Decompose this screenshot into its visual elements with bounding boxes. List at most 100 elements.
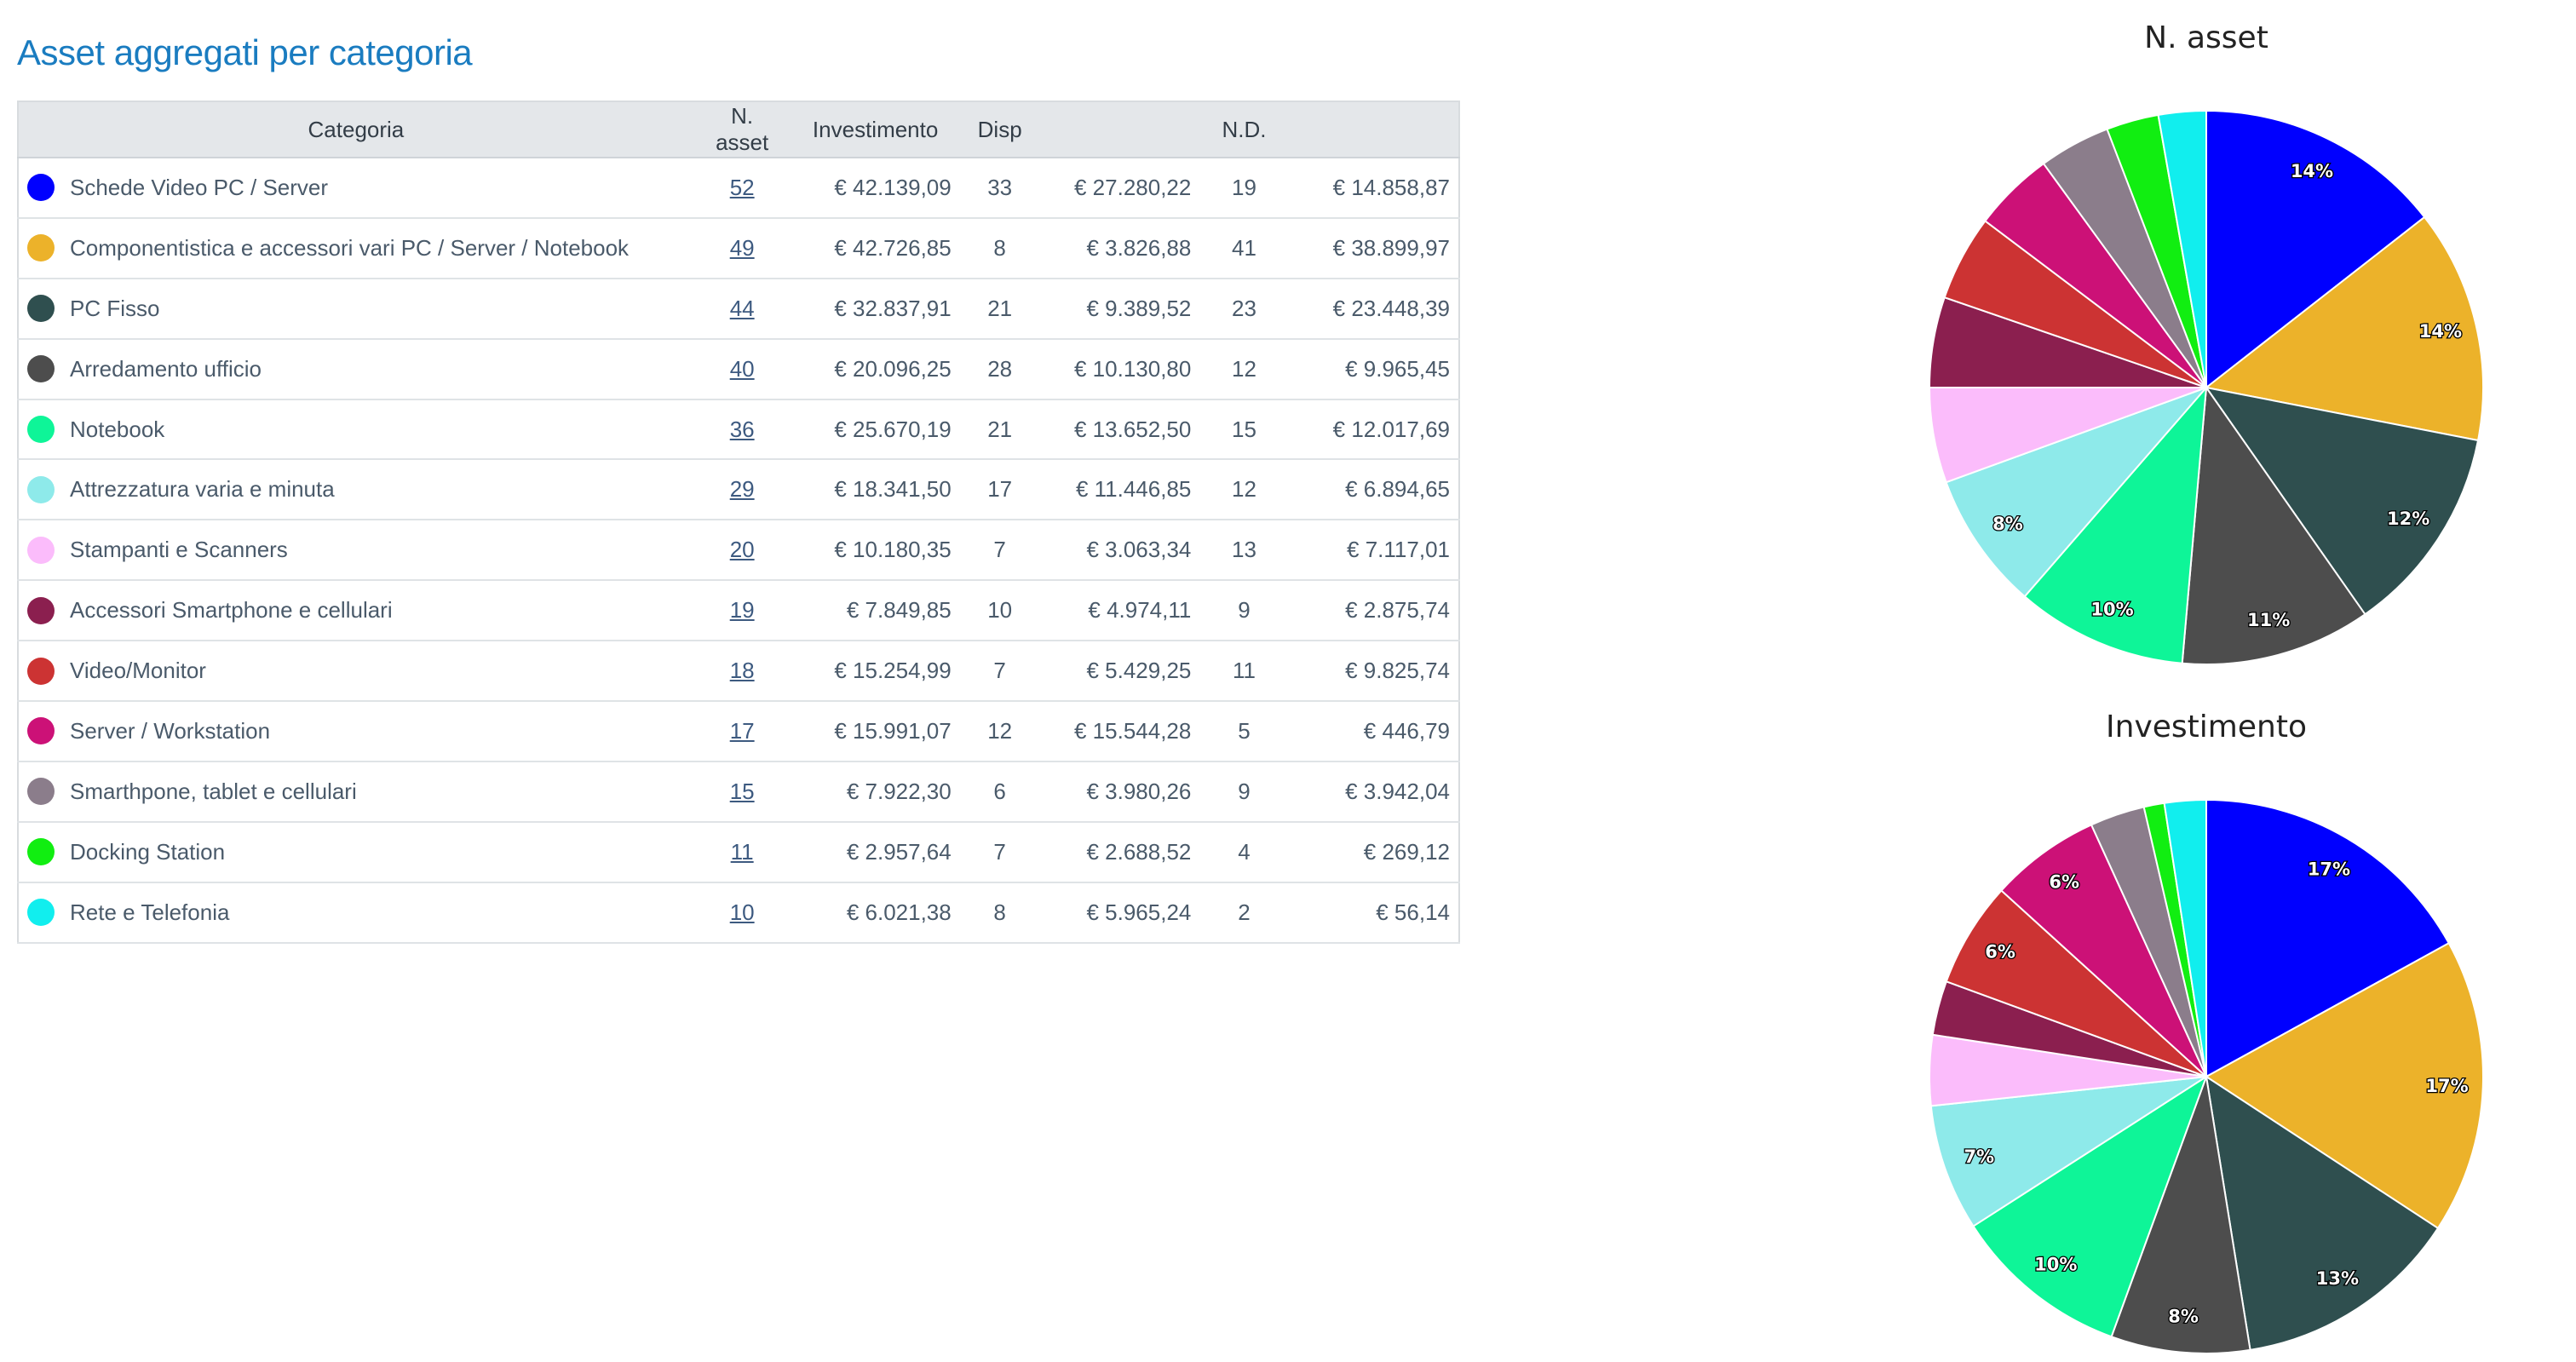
column-header-n-asset[interactable]: N. asset	[693, 101, 791, 158]
n-asset-link[interactable]: 17	[729, 717, 755, 744]
cell-nd-count: 5	[1238, 717, 1251, 744]
cell-categoria: Stampanti e Scanners	[18, 520, 693, 580]
cell-nd-value: € 9.965,45	[1345, 355, 1450, 382]
cell-nd-count: 4	[1238, 838, 1251, 865]
category-color-dot-icon	[27, 475, 55, 503]
cell-n-asset: 52	[693, 158, 791, 218]
pie-slice[interactable]	[2204, 216, 2484, 442]
column-header-categoria[interactable]: Categoria	[18, 101, 693, 158]
pie-slice-label: 10%	[2034, 1255, 2077, 1275]
pie-slice[interactable]	[1945, 889, 2207, 1078]
cell-disp-value: € 10.130,80	[1074, 355, 1192, 382]
cell-investimento: € 2.957,64	[846, 838, 952, 865]
category-color-dot-icon	[27, 536, 55, 564]
table-row: PC Fisso 44 € 32.837,91 21 € 9.389,52 23…	[18, 279, 1459, 339]
cell-n-asset: 17	[693, 701, 791, 761]
n-asset-link[interactable]: 52	[729, 174, 755, 200]
column-header-nd[interactable]: N.D.	[1199, 101, 1289, 158]
table-row: Attrezzatura varia e minuta 29 € 18.341,…	[18, 459, 1459, 520]
pie-slice[interactable]	[2163, 798, 2207, 1078]
column-header-disp[interactable]: Disp	[959, 101, 1040, 158]
n-asset-link[interactable]: 40	[729, 355, 755, 382]
category-color-dot-icon	[27, 174, 55, 202]
column-header-investimento[interactable]: Investimento	[791, 101, 960, 158]
pie-slice[interactable]	[1972, 1074, 2208, 1338]
cell-categoria: Componentistica e accessori vari PC / Se…	[18, 218, 693, 279]
cell-disp-value: € 3.980,26	[1086, 778, 1192, 804]
pie-chart-investimento: 17% 17% 13% 8% 10% 7% 6% 6%	[1929, 798, 2484, 1354]
category-label: Video/Monitor	[70, 658, 206, 684]
cell-disp-value: € 5.965,24	[1086, 899, 1192, 925]
table-row: Rete e Telefonia 10 € 6.021,38 8 € 5.965…	[18, 882, 1459, 943]
cell-n-asset: 11	[693, 822, 791, 882]
cell-disp-count: 17	[987, 476, 1013, 503]
pie-slice-label: 17%	[2308, 859, 2350, 880]
pie-slice[interactable]	[2205, 1074, 2440, 1352]
cell-investimento: € 10.180,35	[834, 537, 952, 563]
category-color-dot-icon	[27, 657, 55, 685]
pie-slice-label: 8%	[2168, 1306, 2199, 1326]
pie-slice[interactable]	[2205, 109, 2426, 390]
chart-investimento: Investimento 17% 17% 13% 8% 10% 7% 6% 6%	[1900, 710, 2513, 1362]
cell-categoria: Smarthpone, tablet e cellulari	[18, 761, 693, 822]
pie-slice[interactable]	[2157, 109, 2207, 388]
n-asset-link[interactable]: 18	[729, 658, 755, 684]
pie-slice[interactable]	[2110, 1073, 2251, 1354]
n-asset-link[interactable]: 19	[729, 597, 755, 624]
n-asset-link[interactable]: 29	[729, 476, 755, 503]
cell-nd-value: € 23.448,39	[1332, 295, 1450, 321]
category-color-dot-icon	[27, 899, 55, 927]
cell-n-asset: 44	[693, 279, 791, 339]
cell-disp-value: € 15.544,28	[1074, 717, 1192, 744]
table-row: Componentistica e accessori vari PC / Se…	[18, 218, 1459, 279]
n-asset-link[interactable]: 44	[729, 295, 755, 321]
pie-slice[interactable]	[2023, 385, 2208, 664]
pie-slice-label: 17%	[2425, 1076, 2468, 1096]
pie-slice[interactable]	[2205, 941, 2484, 1230]
pie-slice-label: 11%	[2247, 610, 2290, 630]
table-row: Notebook 36 € 25.670,19 21 € 13.652,50 1…	[18, 399, 1459, 460]
cell-disp-value: € 13.652,50	[1074, 416, 1192, 442]
cell-nd-value: € 3.942,04	[1345, 778, 1450, 804]
cell-nd-value: € 7.117,01	[1347, 537, 1450, 563]
cell-disp-count: 7	[993, 537, 1006, 563]
cell-nd-value: € 38.899,97	[1332, 234, 1450, 261]
cell-categoria: Attrezzatura varia e minuta	[18, 459, 693, 520]
n-asset-link[interactable]: 36	[729, 416, 755, 442]
category-label: Docking Station	[70, 838, 226, 865]
n-asset-link[interactable]: 20	[729, 537, 755, 563]
cell-investimento: € 7.922,30	[846, 778, 952, 804]
category-color-dot-icon	[27, 838, 55, 866]
category-color-dot-icon	[27, 596, 55, 624]
cell-disp-count: 21	[987, 295, 1013, 321]
n-asset-link[interactable]: 49	[729, 234, 755, 261]
cell-n-asset: 19	[693, 580, 791, 641]
pie-slice[interactable]	[2204, 386, 2480, 616]
cell-categoria: Schede Video PC / Server	[18, 158, 693, 218]
n-asset-link[interactable]: 10	[729, 899, 755, 925]
pie-slice[interactable]	[2205, 798, 2451, 1078]
cell-nd-value: € 12.017,69	[1332, 416, 1450, 442]
cell-disp-value: € 11.446,85	[1075, 476, 1192, 503]
cell-categoria: Rete e Telefonia	[18, 882, 693, 943]
table-row: Video/Monitor 18 € 15.254,99 7 € 5.429,2…	[18, 641, 1459, 702]
cell-nd-count: 19	[1232, 174, 1256, 200]
n-asset-link[interactable]: 15	[729, 778, 755, 804]
cell-investimento: € 32.837,91	[834, 295, 952, 321]
n-asset-link[interactable]: 11	[730, 838, 754, 865]
cell-disp-value: € 3.826,88	[1086, 234, 1192, 261]
category-color-dot-icon	[27, 416, 55, 443]
category-label: Smarthpone, tablet e cellulari	[70, 778, 357, 804]
cell-n-asset: 29	[693, 459, 791, 520]
pie-slice[interactable]	[1929, 1076, 2207, 1227]
cell-disp-count: 8	[993, 234, 1006, 261]
cell-disp-value: € 2.688,52	[1086, 838, 1192, 865]
cell-disp-count: 21	[987, 416, 1013, 442]
table-row: Server / Workstation 17 € 15.991,07 12 €…	[18, 701, 1459, 761]
pie-slice[interactable]	[2181, 385, 2366, 665]
cell-nd-count: 12	[1232, 476, 1256, 503]
cell-nd-count: 13	[1232, 537, 1256, 563]
pie-slice[interactable]	[1945, 385, 2210, 598]
category-label: Arredamento ufficio	[70, 355, 262, 382]
pie-slice[interactable]	[2000, 824, 2207, 1078]
